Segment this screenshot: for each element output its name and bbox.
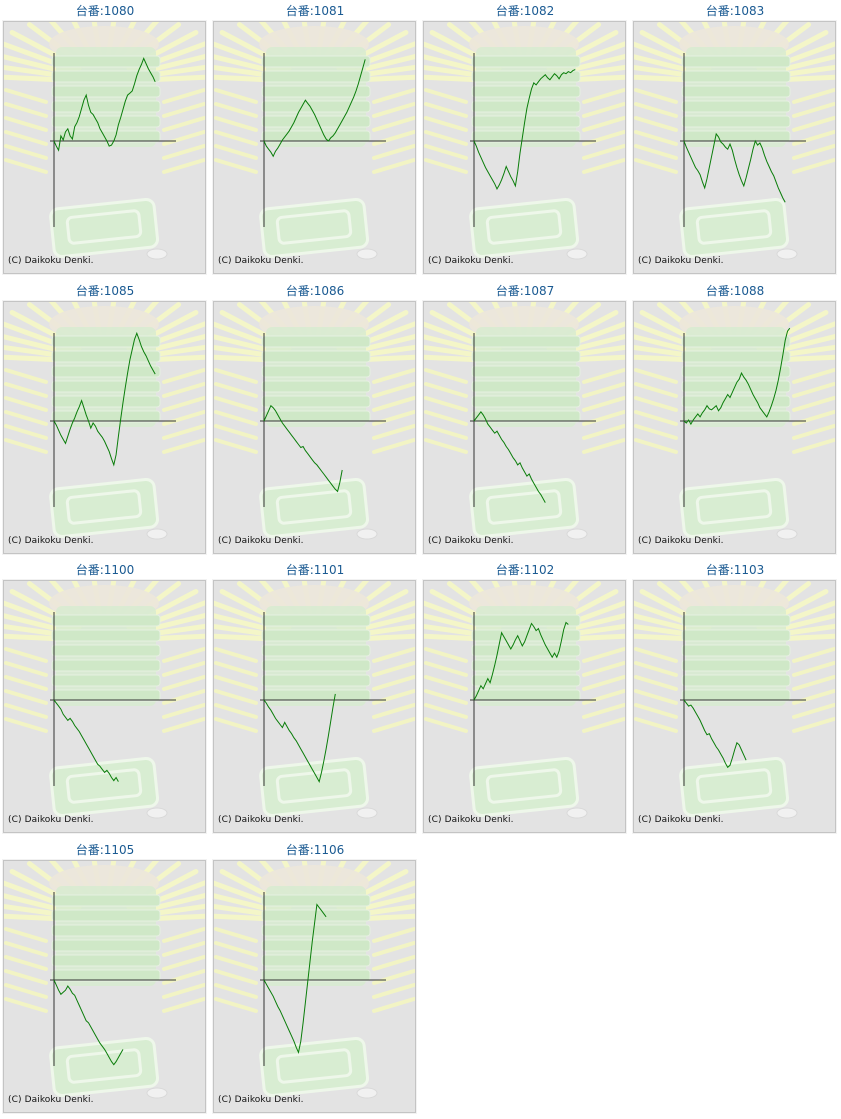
slump-graph-panel: (C) Daikoku Denki.: [213, 301, 416, 554]
slump-chart: [260, 53, 386, 227]
machine-title-link[interactable]: 台番:1106: [285, 843, 345, 857]
machine-title-link[interactable]: 台番:1083: [705, 4, 765, 18]
slump-graph-panel: (C) Daikoku Denki.: [213, 860, 416, 1113]
machine-card: 台番:1101 (C) Daikoku Denki.: [210, 559, 420, 834]
copyright-label: (C) Daikoku Denki.: [8, 256, 94, 266]
slump-chart: [680, 53, 806, 227]
slot-machine-illustration: [214, 581, 415, 819]
slump-line: [263, 693, 336, 783]
copyright-label: (C) Daikoku Denki.: [8, 1095, 94, 1105]
slump-chart: [680, 327, 806, 507]
slump-graph-panel: (C) Daikoku Denki.: [213, 21, 416, 274]
slump-graph-panel: (C) Daikoku Denki.: [3, 860, 206, 1113]
copyright-label: (C) Daikoku Denki.: [638, 536, 724, 546]
slump-graph-panel: (C) Daikoku Denki.: [3, 580, 206, 833]
machine-card: 台番:1087 (C) Daikoku Denki.: [420, 280, 630, 555]
slump-graph-panel: (C) Daikoku Denki.: [633, 301, 836, 554]
slump-graph-panel: (C) Daikoku Denki.: [3, 301, 206, 554]
slot-machine-illustration: [634, 22, 835, 260]
slump-line: [473, 410, 546, 503]
slump-graph-panel: (C) Daikoku Denki.: [423, 580, 626, 833]
slump-chart: [680, 612, 806, 786]
slump-graph-panel: (C) Daikoku Denki.: [423, 21, 626, 274]
machine-card: 台番:1083 (C) Daikoku Denki.: [630, 0, 840, 275]
slot-machine-illustration: [634, 581, 835, 819]
machine-title-link[interactable]: 台番:1080: [75, 4, 135, 18]
machine-title-link[interactable]: 台番:1081: [285, 4, 345, 18]
machine-title-link[interactable]: 台番:1103: [705, 563, 765, 577]
machine-title-link[interactable]: 台番:1086: [285, 284, 345, 298]
slot-machine-illustration: [634, 302, 835, 540]
slump-line: [263, 404, 343, 493]
slot-machine-illustration: [4, 861, 205, 1099]
copyright-label: (C) Daikoku Denki.: [428, 256, 514, 266]
machine-card: 台番:1102 (C) Daikoku Denki.: [420, 559, 630, 834]
machine-card: 台番:1086 (C) Daikoku Denki.: [210, 280, 420, 555]
slump-chart: [50, 331, 176, 507]
slump-line: [263, 903, 327, 1055]
slump-line: [473, 69, 576, 190]
machine-title-link[interactable]: 台番:1105: [75, 843, 135, 857]
slot-machine-illustration: [214, 861, 415, 1099]
slump-chart: [470, 333, 596, 507]
copyright-label: (C) Daikoku Denki.: [8, 536, 94, 546]
slump-graph-panel: (C) Daikoku Denki.: [423, 301, 626, 554]
slump-line: [53, 979, 124, 1066]
machine-card: 台番:1082 (C) Daikoku Denki.: [420, 0, 630, 275]
machine-title-link[interactable]: 台番:1101: [285, 563, 345, 577]
slump-chart: [260, 892, 386, 1066]
slot-machine-illustration: [424, 581, 625, 819]
slump-chart: [470, 612, 596, 786]
slot-machine-illustration: [424, 22, 625, 260]
copyright-label: (C) Daikoku Denki.: [218, 256, 304, 266]
slump-chart: [50, 53, 176, 227]
machine-card: 台番:1081 (C) Daikoku Denki.: [210, 0, 420, 275]
copyright-label: (C) Daikoku Denki.: [218, 815, 304, 825]
machine-title-link[interactable]: 台番:1082: [495, 4, 555, 18]
slot-machine-illustration: [4, 581, 205, 819]
machine-title-link[interactable]: 台番:1088: [705, 284, 765, 298]
copyright-label: (C) Daikoku Denki.: [218, 536, 304, 546]
copyright-label: (C) Daikoku Denki.: [428, 536, 514, 546]
machine-title-link[interactable]: 台番:1102: [495, 563, 555, 577]
machine-title-link[interactable]: 台番:1087: [495, 284, 555, 298]
slump-line: [683, 699, 747, 769]
slump-line: [263, 59, 366, 158]
machine-card: 台番:1103 (C) Daikoku Denki.: [630, 559, 840, 834]
copyright-label: (C) Daikoku Denki.: [638, 256, 724, 266]
machine-card: 台番:1085 (C) Daikoku Denki.: [0, 280, 210, 555]
slump-line: [683, 327, 791, 426]
slump-graph-panel: (C) Daikoku Denki.: [213, 580, 416, 833]
slot-machine-illustration: [424, 302, 625, 540]
slot-machine-illustration: [4, 302, 205, 540]
slot-machine-illustration: [214, 22, 415, 260]
slump-line: [53, 57, 156, 152]
slump-line: [53, 699, 119, 782]
copyright-label: (C) Daikoku Denki.: [8, 815, 94, 825]
slump-line: [683, 132, 786, 203]
machine-title-link[interactable]: 台番:1100: [75, 563, 135, 577]
copyright-label: (C) Daikoku Denki.: [218, 1095, 304, 1105]
machine-card: 台番:1100 (C) Daikoku Denki.: [0, 559, 210, 834]
machine-card: 台番:1106 (C) Daikoku Denki.: [210, 839, 420, 1114]
slump-chart: [260, 333, 386, 507]
slump-chart: [470, 53, 596, 227]
slump-graph-panel: (C) Daikoku Denki.: [3, 21, 206, 274]
slump-chart: [260, 612, 386, 786]
machine-card: 台番:1080 (C) Daikoku Denki.: [0, 0, 210, 275]
slump-line: [473, 621, 569, 701]
machine-card: 台番:1105 (C) Daikoku Denki.: [0, 839, 210, 1114]
slot-machine-illustration: [214, 302, 415, 540]
slump-graph-panel: (C) Daikoku Denki.: [633, 580, 836, 833]
slump-line: [53, 331, 156, 467]
slump-chart: [50, 892, 176, 1066]
machine-title-link[interactable]: 台番:1085: [75, 284, 135, 298]
slump-chart: [50, 612, 176, 786]
copyright-label: (C) Daikoku Denki.: [638, 815, 724, 825]
slump-graph-panel: (C) Daikoku Denki.: [633, 21, 836, 274]
machine-card: 台番:1088 (C) Daikoku Denki.: [630, 280, 840, 555]
copyright-label: (C) Daikoku Denki.: [428, 815, 514, 825]
slot-machine-illustration: [4, 22, 205, 260]
